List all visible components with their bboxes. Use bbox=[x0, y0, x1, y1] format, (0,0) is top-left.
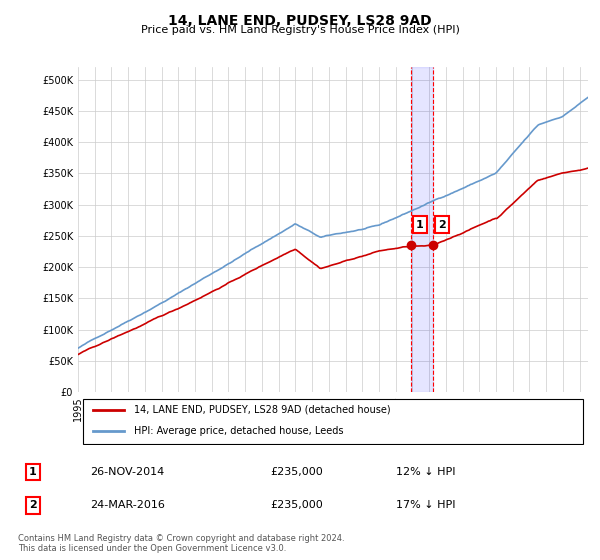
Text: £235,000: £235,000 bbox=[270, 500, 323, 510]
FancyBboxPatch shape bbox=[83, 399, 583, 444]
Text: HPI: Average price, detached house, Leeds: HPI: Average price, detached house, Leed… bbox=[134, 426, 344, 436]
Text: 17% ↓ HPI: 17% ↓ HPI bbox=[396, 500, 455, 510]
Text: 24-MAR-2016: 24-MAR-2016 bbox=[90, 500, 165, 510]
Bar bbox=[411, 67, 433, 392]
Text: 14, LANE END, PUDSEY, LS28 9AD (detached house): 14, LANE END, PUDSEY, LS28 9AD (detached… bbox=[134, 404, 391, 414]
Text: 2: 2 bbox=[438, 220, 446, 230]
Text: 12% ↓ HPI: 12% ↓ HPI bbox=[396, 467, 455, 477]
Text: 2: 2 bbox=[29, 500, 37, 510]
Text: 26-NOV-2014: 26-NOV-2014 bbox=[90, 467, 164, 477]
Text: Price paid vs. HM Land Registry's House Price Index (HPI): Price paid vs. HM Land Registry's House … bbox=[140, 25, 460, 35]
Text: £235,000: £235,000 bbox=[270, 467, 323, 477]
Text: Contains HM Land Registry data © Crown copyright and database right 2024.
This d: Contains HM Land Registry data © Crown c… bbox=[18, 534, 344, 553]
Text: 1: 1 bbox=[29, 467, 37, 477]
Text: 1: 1 bbox=[416, 220, 424, 230]
Text: 14, LANE END, PUDSEY, LS28 9AD: 14, LANE END, PUDSEY, LS28 9AD bbox=[168, 14, 432, 28]
